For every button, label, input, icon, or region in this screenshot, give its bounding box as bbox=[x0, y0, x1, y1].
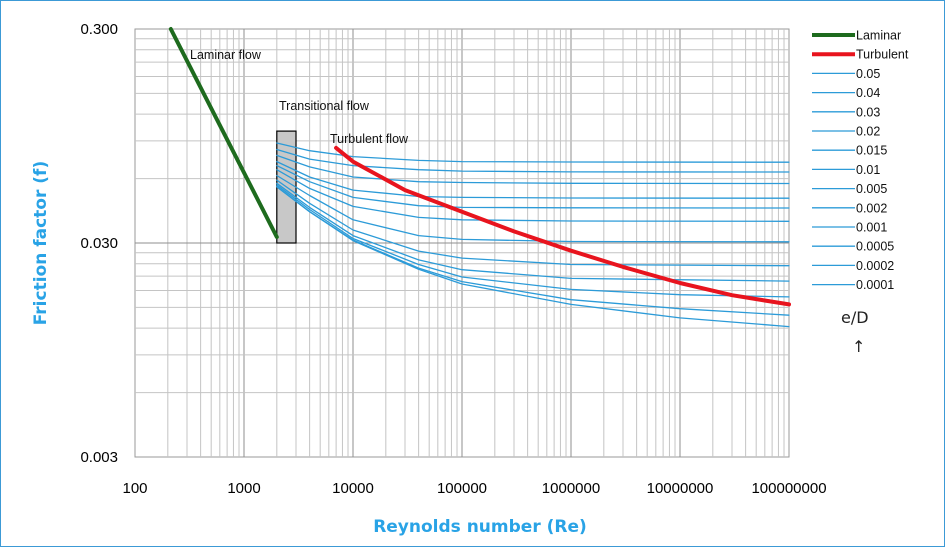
y-tick-label: 0.300 bbox=[80, 21, 118, 38]
legend-label: 0.0005 bbox=[856, 240, 894, 254]
legend-label: 0.0001 bbox=[856, 278, 894, 292]
series-0-04-line bbox=[276, 148, 790, 173]
x-tick-label: 100 bbox=[122, 480, 147, 497]
legend: Laminar Turbulent 0.05 0.04 0.03 0.02 0.015 0.0… bbox=[812, 29, 909, 292]
x-tick-labels: 100 1000 10000 100000 1000000 10000000 1000000… bbox=[122, 480, 826, 497]
series-0-002-line bbox=[276, 179, 790, 267]
legend-label: 0.01 bbox=[856, 163, 880, 177]
legend-label: Turbulent bbox=[856, 48, 909, 62]
legend-label: 0.002 bbox=[856, 201, 887, 215]
ed-arrow: ↑ bbox=[852, 337, 865, 356]
legend-label: 0.04 bbox=[856, 86, 880, 100]
x-tick-label: 100000000 bbox=[751, 480, 826, 497]
x-axis-title: Reynolds number (Re) bbox=[373, 517, 587, 537]
series-0-01-line bbox=[276, 169, 790, 222]
x-tick-label: 100000 bbox=[437, 480, 487, 497]
y-axis-title: Friction factor (f) bbox=[31, 161, 51, 325]
series-lines bbox=[168, 27, 791, 328]
laminar-flow-annotation: Laminar flow bbox=[190, 48, 262, 62]
series-0-05-line bbox=[276, 142, 790, 163]
legend-label: 0.03 bbox=[856, 105, 880, 119]
series-0-03-line bbox=[276, 154, 790, 185]
legend-label: 0.005 bbox=[856, 182, 887, 196]
x-tick-label: 10000000 bbox=[647, 480, 714, 497]
x-tick-label: 10000 bbox=[332, 480, 374, 497]
y-tick-labels: 0.300 0.030 0.003 bbox=[80, 21, 118, 466]
series-turbulent-line bbox=[334, 145, 791, 307]
legend-label: 0.0002 bbox=[856, 259, 894, 273]
series-laminar-line bbox=[168, 27, 279, 239]
x-tick-label: 1000 bbox=[227, 480, 260, 497]
series-0-0001-line bbox=[276, 186, 790, 328]
legend-label: 0.02 bbox=[856, 125, 880, 139]
legend-label: Laminar bbox=[856, 29, 901, 43]
series-0-005-line bbox=[276, 174, 790, 243]
series-0-0005-line bbox=[276, 184, 790, 298]
legend-label: 0.015 bbox=[856, 144, 887, 158]
grid bbox=[135, 29, 789, 457]
transitional-flow-annotation: Transitional flow bbox=[279, 99, 370, 113]
x-tick-label: 1000000 bbox=[542, 480, 600, 497]
y-tick-label: 0.003 bbox=[80, 449, 118, 466]
series-0-001-line bbox=[276, 182, 790, 282]
ed-label: e/D bbox=[841, 308, 869, 327]
legend-label: 0.001 bbox=[856, 221, 887, 235]
legend-label: 0.05 bbox=[856, 67, 880, 81]
series-0-015-line bbox=[276, 164, 790, 209]
y-tick-label: 0.030 bbox=[80, 235, 118, 252]
turbulent-flow-annotation: Turbulent flow bbox=[330, 132, 409, 146]
